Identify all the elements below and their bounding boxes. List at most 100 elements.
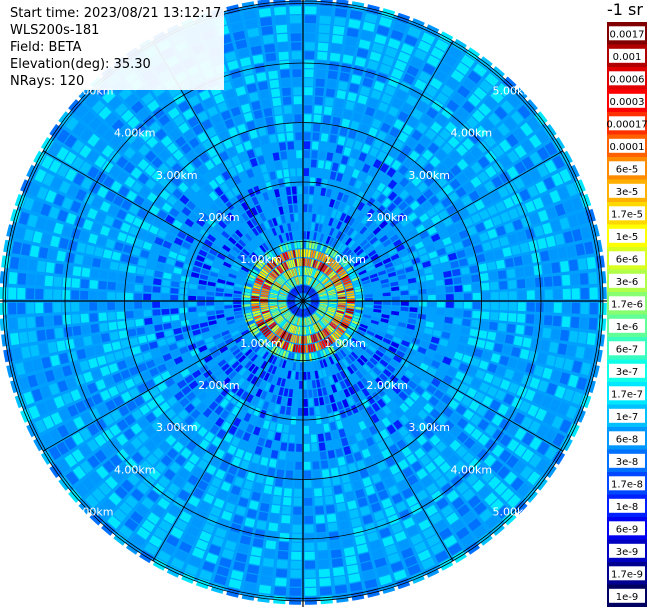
backscatter-cell <box>319 263 325 271</box>
backscatter-cell <box>242 291 251 296</box>
backscatter-cell <box>65 252 75 264</box>
backscatter-cell <box>334 315 342 321</box>
backscatter-cell <box>304 105 312 114</box>
backscatter-cell <box>409 440 420 452</box>
backscatter-cell <box>317 262 323 270</box>
backscatter-cell <box>18 211 30 225</box>
backscatter-cell <box>497 403 509 416</box>
backscatter-cell <box>192 466 204 478</box>
backscatter-cell <box>251 454 261 464</box>
backscatter-cell <box>281 288 289 294</box>
backscatter-cell <box>358 420 367 431</box>
backscatter-cell <box>307 344 311 353</box>
backscatter-cell <box>214 527 227 539</box>
backscatter-cell <box>64 453 78 468</box>
backscatter-cell <box>324 315 332 321</box>
backscatter-cell <box>167 396 178 407</box>
backscatter-cell <box>319 302 328 304</box>
backscatter-cell <box>282 87 291 96</box>
backscatter-cell <box>199 569 213 581</box>
backscatter-cell <box>288 295 296 299</box>
backscatter-cell <box>327 324 335 332</box>
backscatter-cell <box>187 116 199 128</box>
backscatter-cell <box>427 226 437 236</box>
backscatter-cell <box>368 425 378 435</box>
backscatter-cell <box>18 377 30 391</box>
backscatter-cell <box>537 237 547 250</box>
backscatter-cell <box>310 434 317 443</box>
backscatter-cell <box>450 519 465 533</box>
backscatter-cell <box>267 320 275 326</box>
backscatter-cell <box>276 33 288 43</box>
backscatter-cell <box>421 32 436 45</box>
backscatter-cell <box>562 288 571 300</box>
backscatter-cell <box>331 558 344 568</box>
backscatter-cell <box>242 248 250 256</box>
backscatter-cell <box>325 188 332 198</box>
backscatter-cell <box>94 434 107 447</box>
backscatter-cell <box>448 192 459 203</box>
azimuth-spoke <box>302 40 454 302</box>
backscatter-cell <box>162 315 171 323</box>
backscatter-cell <box>474 199 485 211</box>
backscatter-cell <box>291 268 295 277</box>
backscatter-cell <box>314 488 323 497</box>
colorbar-label-box <box>609 588 645 603</box>
backscatter-cell <box>259 90 270 100</box>
backscatter-cell <box>364 333 373 340</box>
backscatter-cell <box>354 312 363 317</box>
backscatter-cell <box>154 270 163 278</box>
backscatter-cell <box>130 511 144 524</box>
backscatter-cell <box>462 488 475 502</box>
backscatter-cell <box>50 176 63 190</box>
backscatter-cell <box>319 274 326 282</box>
backscatter-cell <box>227 98 239 109</box>
backscatter-cell <box>434 353 444 362</box>
backscatter-cell <box>109 135 123 148</box>
backscatter-cell <box>80 302 89 312</box>
backscatter-cell <box>485 73 499 87</box>
backscatter-cell <box>391 301 400 306</box>
backscatter-cell <box>537 209 549 222</box>
backscatter-cell <box>348 573 361 583</box>
backscatter-cell <box>525 314 535 324</box>
backscatter-cell <box>321 368 327 377</box>
backscatter-cell <box>270 199 277 208</box>
backscatter-cell <box>308 326 312 334</box>
backscatter-cell <box>326 79 337 89</box>
backscatter-cell <box>335 210 342 220</box>
backscatter-cell <box>340 529 352 539</box>
backscatter-cell <box>319 298 328 300</box>
backscatter-cell <box>227 60 239 71</box>
colorbar-label: 0.001 <box>613 52 642 63</box>
backscatter-cell <box>470 147 483 159</box>
backscatter-cell <box>284 178 291 187</box>
backscatter-cell <box>97 186 109 199</box>
backscatter-cell <box>497 465 511 479</box>
backscatter-cell <box>276 170 283 179</box>
backscatter-cell <box>165 214 175 225</box>
backscatter-cell <box>357 497 368 508</box>
backscatter-cell <box>182 269 191 277</box>
backscatter-cell <box>552 275 562 287</box>
backscatter-cell <box>463 409 475 421</box>
backscatter-cell <box>483 135 497 148</box>
backscatter-cell <box>314 406 321 416</box>
backscatter-cell <box>219 346 229 354</box>
backscatter-cell <box>335 312 344 317</box>
backscatter-cell <box>206 286 215 292</box>
backscatter-cell <box>506 268 516 279</box>
backscatter-cell <box>421 475 433 488</box>
backscatter-cell <box>482 195 493 207</box>
backscatter-cell <box>276 197 282 207</box>
backscatter-cell <box>32 358 43 371</box>
backscatter-cell <box>319 15 332 25</box>
backscatter-cell <box>426 534 440 547</box>
backscatter-cell <box>308 204 313 213</box>
backscatter-cell <box>256 72 267 82</box>
backscatter-cell <box>376 519 388 530</box>
backscatter-cell <box>100 365 111 377</box>
backscatter-cell <box>384 155 394 166</box>
backscatter-cell <box>105 190 117 203</box>
backscatter-cell <box>571 288 580 300</box>
